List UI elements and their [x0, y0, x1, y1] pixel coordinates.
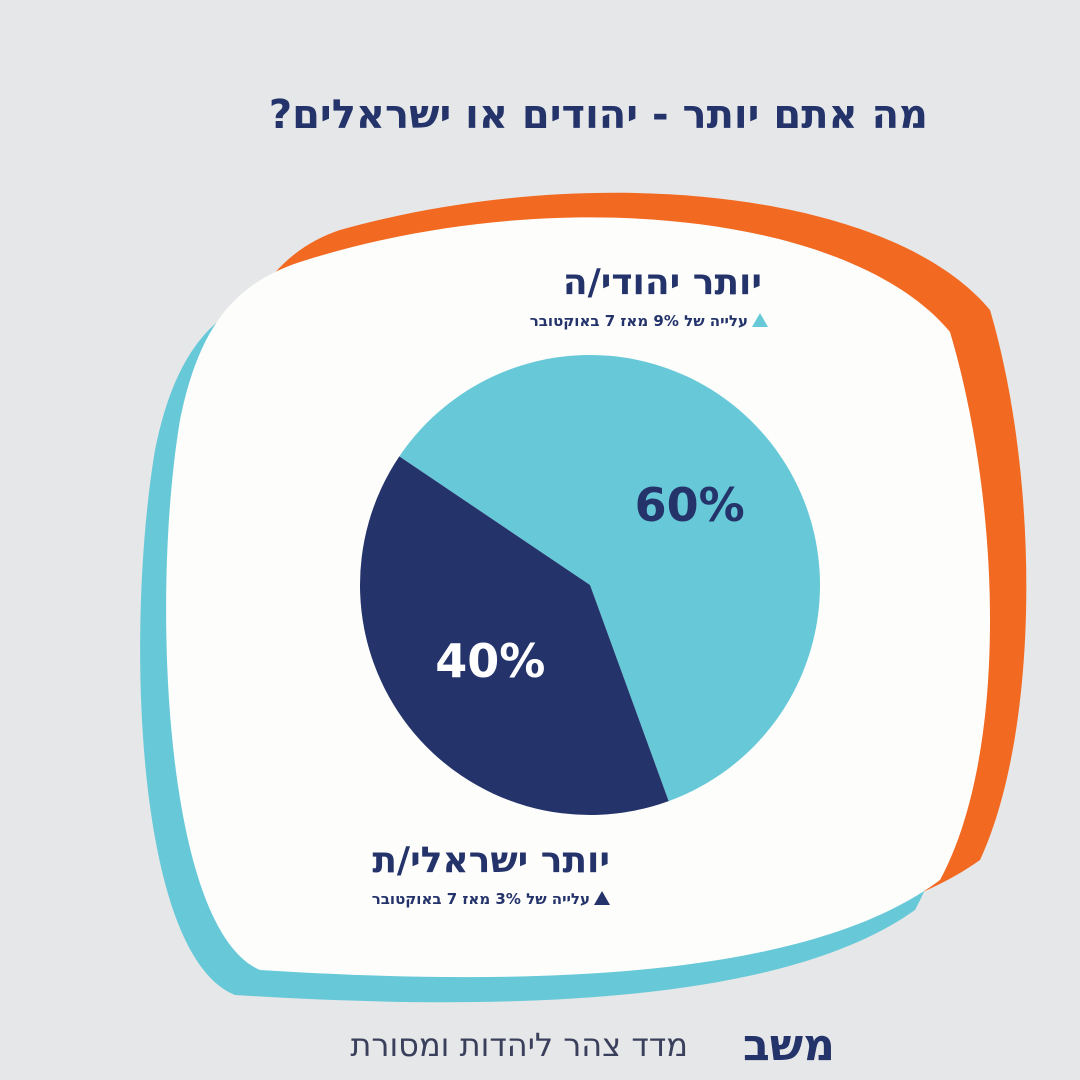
annotation: עלייה של 3% מאז 7 באוקטובר: [372, 890, 610, 908]
value-label: 60%: [635, 478, 745, 532]
pie-slice: [399, 354, 820, 802]
annotation-text: עלייה של 9% מאז 7 באוקטובר: [529, 312, 748, 330]
triangle-icon: [752, 313, 768, 327]
annotation-text: עלייה של 3% מאז 7 באוקטובר: [371, 890, 590, 908]
category-label: יותר יהודי/ה: [562, 262, 762, 303]
annotation: עלייה של 9% מאז 7 באוקטובר: [530, 312, 768, 330]
triangle-icon: [594, 891, 610, 905]
logo: משב: [742, 1020, 835, 1071]
category-label: יותר ישראלי/ת: [372, 840, 610, 881]
value-label: 40%: [435, 634, 545, 688]
chart-title: מה אתם יותר - יהודים או ישראלים?: [268, 92, 928, 138]
pie-slice: [360, 456, 669, 815]
footer: מדד צהר ליהדות ומסורת: [350, 1026, 688, 1064]
